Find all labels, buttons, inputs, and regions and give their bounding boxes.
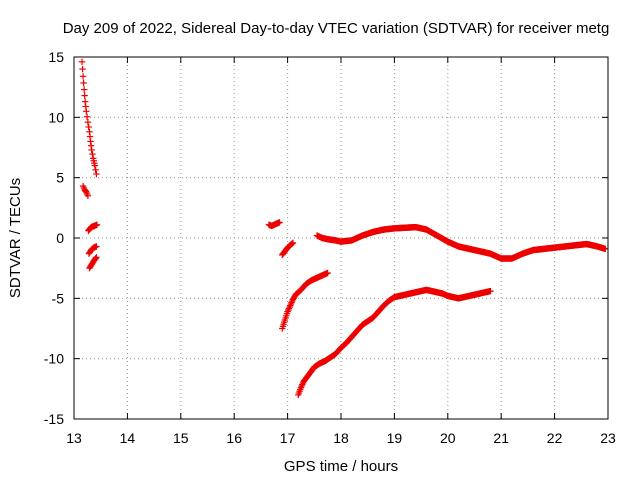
data-point <box>287 300 295 308</box>
x-tick-label: 17 <box>280 430 296 446</box>
data-point <box>487 287 494 295</box>
data-point <box>89 150 96 158</box>
data-point <box>84 192 92 199</box>
data-point <box>80 86 88 93</box>
data-point <box>80 79 87 87</box>
data-point <box>288 240 295 248</box>
data-point <box>91 162 99 169</box>
data-point <box>84 118 92 126</box>
x-tick-label: 19 <box>387 430 403 446</box>
y-axis-label: SDTVAR / TECUs <box>7 178 24 298</box>
data-point <box>92 255 99 262</box>
y-tick-label: -15 <box>44 411 64 427</box>
data-point <box>289 239 297 247</box>
data-point <box>285 306 292 314</box>
y-tick-label: -10 <box>44 351 64 367</box>
chart-title: Day 209 of 2022, Sidereal Day-to-day VTE… <box>63 20 610 37</box>
data-point <box>285 305 293 312</box>
data-point <box>284 308 291 315</box>
data-point <box>83 108 90 115</box>
data-point <box>286 303 293 311</box>
x-tick-label: 21 <box>493 430 509 446</box>
x-tick-label: 18 <box>333 430 349 446</box>
data-point <box>93 221 101 228</box>
x-tick-label: 23 <box>600 430 616 446</box>
data-point <box>324 269 331 277</box>
data-point <box>287 302 294 309</box>
y-tick-label: 5 <box>56 170 64 186</box>
data-point <box>299 381 306 388</box>
y-tick-label: -5 <box>52 290 65 306</box>
data-point <box>92 166 99 174</box>
data-point <box>85 123 92 131</box>
y-tick-label: 15 <box>48 49 64 65</box>
grid-lines <box>74 57 608 419</box>
data-points <box>78 58 609 399</box>
x-tick-label: 13 <box>66 430 82 446</box>
plot-frame <box>73 56 609 420</box>
data-point <box>88 146 95 154</box>
x-axis-label: GPS time / hours <box>284 458 398 475</box>
data-point <box>289 240 296 247</box>
data-point <box>288 299 295 306</box>
x-tick-label: 20 <box>440 430 456 446</box>
data-point <box>93 170 100 178</box>
data-point <box>93 254 100 261</box>
data-point <box>276 219 283 226</box>
y-tick-label: 10 <box>48 109 64 125</box>
data-point <box>79 65 86 73</box>
data-point <box>81 92 88 99</box>
y-tick-label: 0 <box>56 230 64 246</box>
x-tick-label: 15 <box>173 430 189 446</box>
data-point <box>79 73 87 80</box>
x-tick-label: 22 <box>547 430 563 446</box>
data-point <box>602 245 609 253</box>
data-point <box>298 382 305 390</box>
x-tick-label: 16 <box>226 430 242 446</box>
data-point <box>83 113 91 120</box>
data-point <box>297 384 305 391</box>
tick-labels: 13 14 15 16 17 18 19 20 21 22 23 15 10 5 0 -5 -10 -15 <box>44 49 616 446</box>
data-point <box>78 58 86 66</box>
data-point <box>93 243 100 250</box>
x-tick-label: 14 <box>120 430 136 446</box>
